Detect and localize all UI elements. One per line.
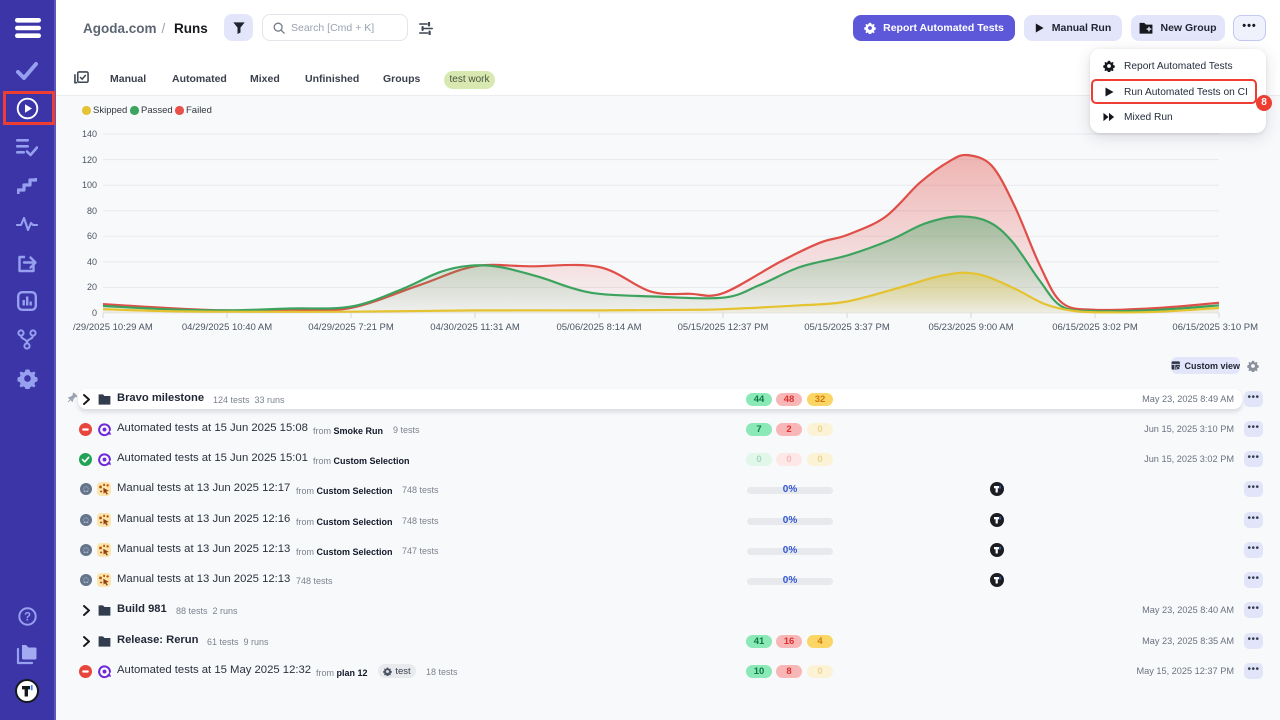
svg-text:?: ?	[24, 612, 31, 624]
